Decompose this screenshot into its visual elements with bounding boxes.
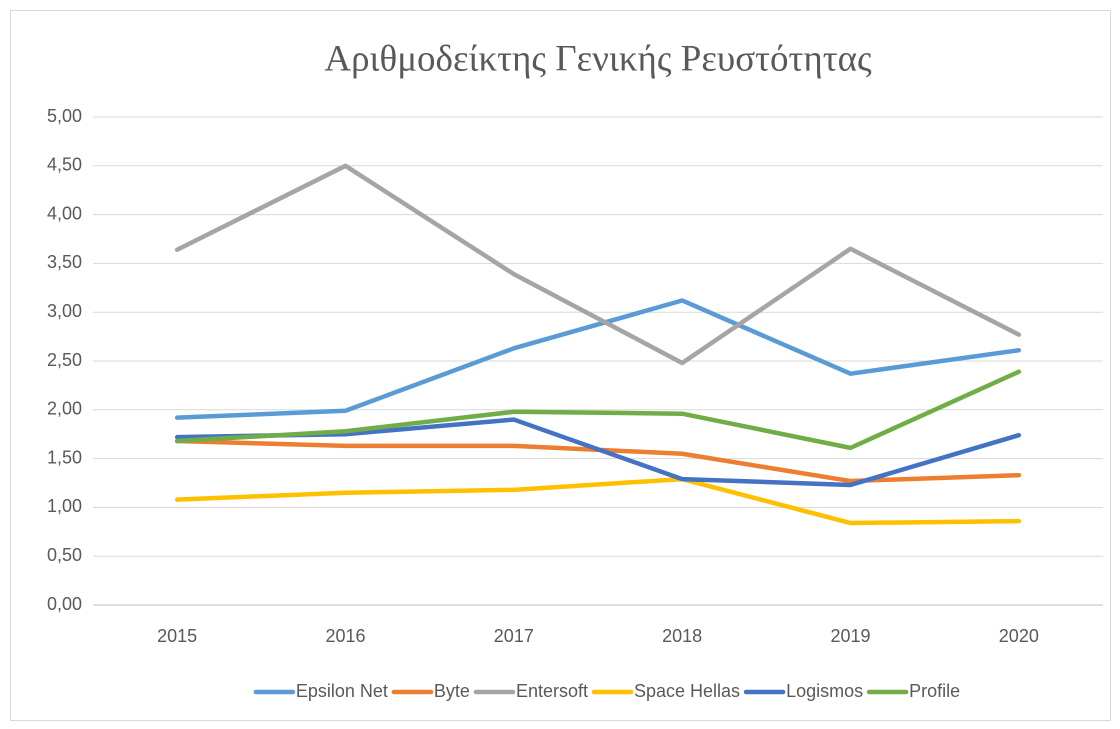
y-tick-label: 1,50 (47, 447, 82, 467)
series-line (174, 298, 1022, 420)
y-tick-label: 4,50 (47, 155, 82, 175)
chart-border (10, 10, 1111, 721)
y-tick-label: 3,50 (47, 252, 82, 272)
series-line (174, 369, 1022, 451)
x-tick-label: 2017 (494, 626, 534, 646)
series-line (174, 476, 1022, 526)
x-tick-label: 2019 (830, 626, 870, 646)
y-tick-label: 2,00 (47, 399, 82, 419)
y-tick-label: 0,50 (47, 545, 82, 565)
y-tick-label: 5,00 (47, 106, 82, 126)
legend-label: Profile (909, 681, 960, 701)
legend-label: Byte (434, 681, 470, 701)
legend-label: Space Hellas (634, 681, 740, 701)
x-tick-label: 2016 (325, 626, 365, 646)
x-tick-label: 2015 (157, 626, 197, 646)
legend-label: Epsilon Net (296, 681, 388, 701)
x-tick-label: 2018 (662, 626, 702, 646)
y-tick-label: 2,50 (47, 350, 82, 370)
chart-title: Αριθμοδείκτης Γενικής Ρευστότητας (324, 38, 872, 79)
y-tick-label: 4,00 (47, 203, 82, 223)
legend-label: Entersoft (516, 681, 588, 701)
legend-label: Logismos (786, 681, 863, 701)
y-tick-label: 3,00 (47, 301, 82, 321)
series-line (174, 163, 1022, 366)
x-tick-label: 2020 (999, 626, 1039, 646)
y-tick-label: 0,00 (47, 594, 82, 614)
y-tick-label: 1,00 (47, 496, 82, 516)
